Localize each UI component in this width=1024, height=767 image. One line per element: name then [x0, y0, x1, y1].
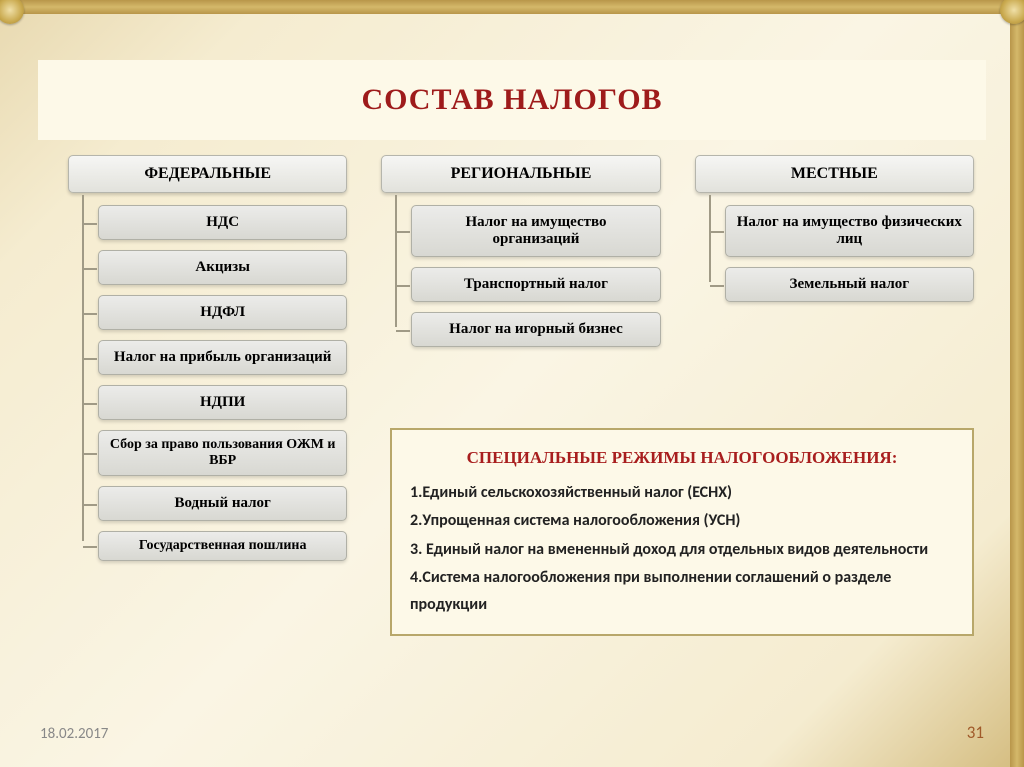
corner-decoration — [1000, 0, 1024, 24]
tax-item: НДФЛ — [98, 295, 347, 330]
children-list: Налог на имущество физических лиц Земель… — [725, 205, 974, 302]
footer-page-number: 31 — [967, 722, 984, 743]
tax-item: Земельный налог — [725, 267, 974, 302]
tax-item: Налог на имущество физических лиц — [725, 205, 974, 257]
special-title: СПЕЦИАЛЬНЫЕ РЕЖИМЫ НАЛОГООБЛОЖЕНИЯ: — [410, 444, 954, 472]
tax-item: Налог на прибыль организаций — [98, 340, 347, 375]
category-header: РЕГИОНАЛЬНЫЕ — [381, 155, 660, 193]
tax-item: Налог на игорный бизнес — [411, 312, 660, 347]
footer-date: 18.02.2017 — [40, 725, 108, 743]
corner-decoration — [0, 0, 24, 24]
children-list: НДС Акцизы НДФЛ Налог на прибыль организ… — [98, 205, 347, 561]
tax-item: Налог на имущество организаций — [411, 205, 660, 257]
slide-border-right — [1010, 0, 1024, 767]
slide-title: СОСТАВ НАЛОГОВ — [361, 83, 662, 117]
tax-item: Государственная пошлина — [98, 531, 347, 561]
special-line: 2.Упрощенная система налогообложения (УС… — [410, 508, 954, 534]
special-regimes-box: СПЕЦИАЛЬНЫЕ РЕЖИМЫ НАЛОГООБЛОЖЕНИЯ: 1.Ед… — [390, 428, 974, 636]
tax-item: Сбор за право пользования ОЖМ и ВБР — [98, 430, 347, 476]
title-band: СОСТАВ НАЛОГОВ — [38, 60, 986, 140]
special-line: 1.Единый сельскохозяйственный налог (ЕСН… — [410, 480, 954, 506]
special-line: 4.Система налогообложения при выполнении… — [410, 565, 954, 618]
category-header: ФЕДЕРАЛЬНЫЕ — [68, 155, 347, 193]
tax-item: Водный налог — [98, 486, 347, 521]
column-federal: ФЕДЕРАЛЬНЫЕ НДС Акцизы НДФЛ Налог на при… — [68, 155, 347, 571]
slide-border-top — [0, 0, 1024, 14]
tax-item: НДПИ — [98, 385, 347, 420]
tax-item: НДС — [98, 205, 347, 240]
children-list: Налог на имущество организаций Транспорт… — [411, 205, 660, 347]
category-header: МЕСТНЫЕ — [695, 155, 974, 193]
special-line: 3. Единый налог на вмененный доход для о… — [410, 537, 954, 563]
tax-item: Акцизы — [98, 250, 347, 285]
tax-item: Транспортный налог — [411, 267, 660, 302]
